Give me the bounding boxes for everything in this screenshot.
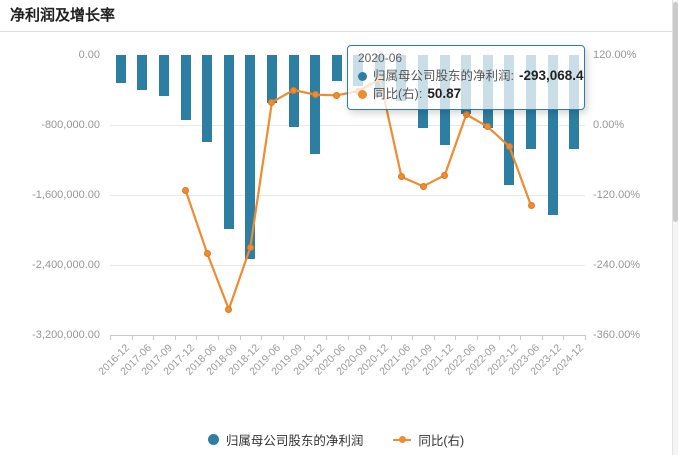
x-axis-tick (369, 335, 371, 340)
tooltip-label: 归属母公司股东的净利润: (373, 69, 514, 83)
gridline (110, 195, 585, 196)
line-point[interactable] (203, 249, 211, 257)
net-profit-marker-icon (358, 71, 367, 81)
chart-area: 0.00 -800,000.00 -1,600,000.00 -2,400,000.0… (0, 32, 678, 455)
line-point[interactable] (268, 98, 276, 106)
chart-tooltip: 2020-06 归属母公司股东的净利润: -293,068.4 同比(右): 5… (347, 45, 585, 110)
bar-net-profit[interactable] (331, 55, 342, 81)
x-axis-tick (282, 335, 284, 340)
yoy-marker-icon (358, 89, 367, 99)
line-point[interactable] (182, 186, 190, 194)
bar-net-profit[interactable] (115, 55, 126, 83)
x-axis-tick (304, 335, 306, 340)
bar-net-profit[interactable] (223, 55, 234, 229)
x-axis-tick (131, 335, 133, 340)
bar-net-profit[interactable] (245, 55, 256, 259)
tooltip-value: 50.87 (427, 86, 462, 101)
page-header: 净利润及增长率 (0, 0, 678, 32)
bar-net-profit[interactable] (158, 55, 169, 96)
x-axis-tick (153, 335, 155, 340)
x-axis-tick (390, 335, 392, 340)
x-axis-tick (433, 335, 435, 340)
x-axis-tick (325, 335, 327, 340)
line-point[interactable] (484, 123, 492, 131)
page-title: 净利润及增长率 (10, 7, 116, 24)
bar-net-profit[interactable] (137, 55, 148, 90)
line-point[interactable] (397, 173, 405, 181)
line-point[interactable] (419, 182, 427, 190)
legend-item-net-profit[interactable]: 归属母公司股东的净利润 (207, 430, 364, 449)
x-axis-tick (412, 335, 414, 340)
tooltip-row-yoy: 同比(右): 50.87 (358, 85, 574, 103)
x-axis-tick (520, 335, 522, 340)
x-axis-tick (477, 335, 479, 340)
line-point[interactable] (311, 91, 319, 99)
x-axis-tick (455, 335, 457, 340)
y-axis-right-label: 0.00% (593, 119, 625, 131)
line-series-icon (393, 434, 412, 445)
legend-label: 同比(右) (418, 434, 465, 448)
x-axis-tick (239, 335, 241, 340)
x-axis-tick (217, 335, 219, 340)
bar-net-profit[interactable] (547, 55, 558, 215)
line-point[interactable] (505, 143, 513, 151)
x-axis-tick (347, 335, 349, 340)
x-axis-tick (585, 335, 586, 340)
x-axis-tick (563, 335, 565, 340)
line-point[interactable] (225, 305, 233, 313)
legend-label: 归属母公司股东的净利润 (225, 434, 364, 448)
line-point[interactable] (246, 244, 254, 251)
y-axis-right-label: -120.00% (593, 189, 641, 201)
scrollbar-track[interactable] (672, 0, 678, 455)
x-axis-tick (110, 335, 111, 340)
tooltip-value: -293,068.4 (518, 68, 584, 83)
x-axis-tick (541, 335, 543, 340)
x-axis-tick (261, 335, 263, 340)
bar-net-profit[interactable] (310, 55, 321, 154)
tooltip-date: 2020-06 (358, 51, 403, 65)
x-axis-tick (498, 335, 500, 340)
bar-series-icon (207, 434, 219, 445)
tooltip-label: 同比(右): (373, 87, 423, 101)
legend-item-yoy[interactable]: 同比(右) (393, 430, 464, 449)
bar-net-profit[interactable] (202, 55, 213, 142)
line-point[interactable] (527, 202, 535, 209)
bar-net-profit[interactable] (266, 55, 277, 103)
bar-net-profit[interactable] (180, 55, 191, 120)
line-point[interactable] (333, 91, 341, 99)
y-axis-right-label: -360.00% (593, 329, 641, 341)
line-point[interactable] (462, 111, 470, 118)
tooltip-row-net-profit: 归属母公司股东的净利润: -293,068.4 (358, 67, 584, 85)
scrollbar-thumb[interactable] (673, 2, 678, 222)
gridline (110, 265, 585, 266)
y-axis-right-label: 120.00% (593, 49, 637, 61)
y-axis-right-label: -240.00% (593, 259, 641, 271)
chart-legend: 归属母公司股东的净利润 同比(右) (0, 430, 672, 449)
x-axis-tick (196, 335, 198, 340)
line-point[interactable] (441, 171, 449, 179)
x-axis-tick (174, 335, 176, 340)
line-point[interactable] (290, 86, 298, 94)
